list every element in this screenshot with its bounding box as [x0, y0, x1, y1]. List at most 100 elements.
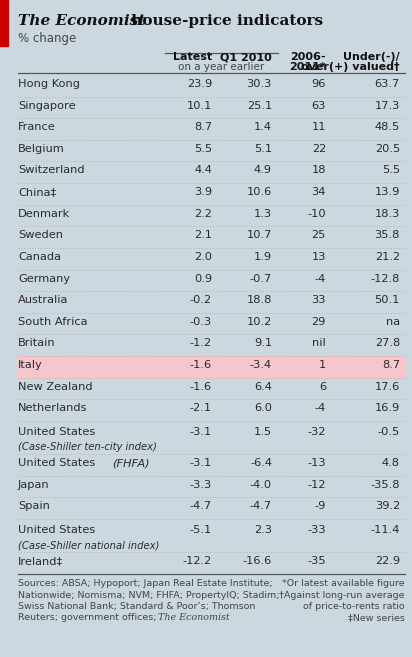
Text: (Case-Shiller national index): (Case-Shiller national index) [18, 540, 159, 550]
Text: 25.1: 25.1 [247, 101, 272, 110]
Text: 2.1: 2.1 [194, 230, 212, 240]
Text: Italy: Italy [18, 360, 43, 370]
Text: Japan: Japan [18, 480, 49, 489]
Text: -1.6: -1.6 [190, 382, 212, 392]
Text: Denmark: Denmark [18, 209, 70, 219]
Text: Netherlands: Netherlands [18, 403, 87, 413]
Text: 4.9: 4.9 [254, 166, 272, 175]
Text: -3.1: -3.1 [190, 427, 212, 437]
Text: -6.4: -6.4 [250, 458, 272, 468]
Text: ‡New series: ‡New series [348, 614, 405, 622]
Text: -0.7: -0.7 [250, 273, 272, 284]
Text: of price-to-rents ratio: of price-to-rents ratio [303, 602, 405, 611]
Text: on a year earlier: on a year earlier [178, 62, 264, 72]
Text: Hong Kong: Hong Kong [18, 79, 80, 89]
Text: 5.1: 5.1 [254, 144, 272, 154]
Text: 10.6: 10.6 [247, 187, 272, 197]
Text: Q1 2010: Q1 2010 [220, 52, 272, 62]
Bar [18, 356, 405, 378]
Text: -33: -33 [307, 525, 326, 535]
Text: 8.7: 8.7 [382, 360, 400, 370]
Text: (Case-Shiller ten-city index): (Case-Shiller ten-city index) [18, 442, 157, 452]
Text: 22: 22 [312, 144, 326, 154]
Text: 6.0: 6.0 [254, 403, 272, 413]
Text: over(+) valued†: over(+) valued† [301, 62, 400, 72]
Text: The Economist: The Economist [158, 614, 230, 622]
Text: 29: 29 [311, 317, 326, 327]
Text: -10: -10 [307, 209, 326, 219]
Text: 27.8: 27.8 [375, 338, 400, 348]
Text: 10.7: 10.7 [247, 230, 272, 240]
Bar [0, 0, 8, 46]
Text: -0.3: -0.3 [190, 317, 212, 327]
Text: The Economist: The Economist [18, 14, 145, 28]
Text: 8.7: 8.7 [194, 122, 212, 132]
Text: -4.0: -4.0 [250, 480, 272, 489]
Text: -4: -4 [315, 273, 326, 284]
Text: 9.1: 9.1 [254, 338, 272, 348]
Text: 2.0: 2.0 [194, 252, 212, 262]
Text: -32: -32 [307, 427, 326, 437]
Text: 2011*: 2011* [289, 62, 326, 72]
Text: -5.1: -5.1 [190, 525, 212, 535]
Text: 1.5: 1.5 [254, 427, 272, 437]
Text: 17.6: 17.6 [375, 382, 400, 392]
Text: 63.7: 63.7 [375, 79, 400, 89]
Text: -2.1: -2.1 [190, 403, 212, 413]
Text: -9: -9 [315, 501, 326, 511]
Text: -3.4: -3.4 [250, 360, 272, 370]
Text: -35: -35 [307, 556, 326, 566]
Text: Latest: Latest [173, 52, 212, 62]
Text: 1: 1 [319, 360, 326, 370]
Text: na: na [386, 317, 400, 327]
Text: -3.1: -3.1 [190, 458, 212, 468]
Text: United States: United States [18, 458, 99, 468]
Text: 10.2: 10.2 [247, 317, 272, 327]
Text: Under(-)/: Under(-)/ [343, 52, 400, 62]
Text: 34: 34 [311, 187, 326, 197]
Text: 5.5: 5.5 [382, 166, 400, 175]
Text: 18.8: 18.8 [247, 295, 272, 305]
Text: -12: -12 [307, 480, 326, 489]
Text: 3.9: 3.9 [194, 187, 212, 197]
Text: Germany: Germany [18, 273, 70, 284]
Text: -35.8: -35.8 [370, 480, 400, 489]
Text: house-price indicators: house-price indicators [126, 14, 323, 28]
Text: 2006-: 2006- [290, 52, 326, 62]
Text: Canada: Canada [18, 252, 61, 262]
Text: -4: -4 [315, 403, 326, 413]
Text: 13: 13 [311, 252, 326, 262]
Text: 2.3: 2.3 [254, 525, 272, 535]
Text: 23.9: 23.9 [187, 79, 212, 89]
Text: 39.2: 39.2 [375, 501, 400, 511]
Text: 13.9: 13.9 [375, 187, 400, 197]
Text: Sweden: Sweden [18, 230, 63, 240]
Text: (FHFA): (FHFA) [112, 458, 150, 468]
Text: 30.3: 30.3 [247, 79, 272, 89]
Text: Switzerland: Switzerland [18, 166, 84, 175]
Text: 25: 25 [311, 230, 326, 240]
Text: -0.5: -0.5 [378, 427, 400, 437]
Text: 1.9: 1.9 [254, 252, 272, 262]
Text: South Africa: South Africa [18, 317, 87, 327]
Text: Reuters; government offices;: Reuters; government offices; [18, 614, 159, 622]
Text: -16.6: -16.6 [243, 556, 272, 566]
Text: -3.3: -3.3 [190, 480, 212, 489]
Text: 6: 6 [319, 382, 326, 392]
Text: 4.8: 4.8 [382, 458, 400, 468]
Text: 63: 63 [311, 101, 326, 110]
Text: China‡: China‡ [18, 187, 56, 197]
Text: % change: % change [18, 32, 76, 45]
Text: United States: United States [18, 427, 95, 437]
Text: 96: 96 [311, 79, 326, 89]
Text: Belgium: Belgium [18, 144, 65, 154]
Text: Britain: Britain [18, 338, 56, 348]
Text: 2.2: 2.2 [194, 209, 212, 219]
Text: Singapore: Singapore [18, 101, 76, 110]
Text: Spain: Spain [18, 501, 50, 511]
Text: 5.5: 5.5 [194, 144, 212, 154]
Text: 20.5: 20.5 [375, 144, 400, 154]
Text: Nationwide; Nomisma; NVM; FHFA; PropertyIQ; Stadim;: Nationwide; Nomisma; NVM; FHFA; Property… [18, 591, 279, 599]
Text: New Zealand: New Zealand [18, 382, 93, 392]
Text: -13: -13 [307, 458, 326, 468]
